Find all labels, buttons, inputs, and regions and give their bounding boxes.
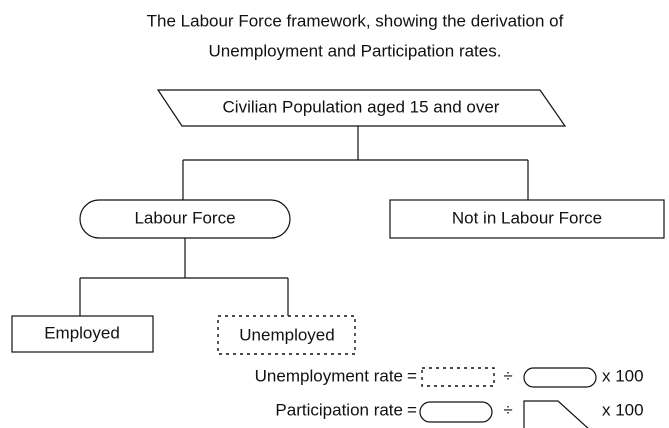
formula-divide: ÷ — [503, 366, 512, 385]
node-label: Labour Force — [134, 208, 235, 227]
formula-label: Participation rate — [275, 400, 403, 419]
title-line: The Labour Force framework, showing the … — [147, 11, 564, 30]
formula-equals: = — [407, 366, 417, 385]
connector — [79, 238, 289, 316]
title-line: Unemployment and Participation rates. — [209, 41, 502, 60]
unemployed-node — [217, 315, 356, 355]
formula-equals: = — [407, 400, 417, 419]
connector — [182, 126, 529, 200]
formula-label: Unemployment rate — [255, 366, 403, 385]
labour-force-symbol — [419, 401, 493, 423]
labour-force-node — [79, 199, 291, 239]
connectors — [79, 126, 529, 316]
node-label: Employed — [44, 323, 120, 342]
node-label: Unemployed — [239, 325, 334, 344]
employed-node — [11, 315, 154, 353]
node-label: Civilian Population aged 15 and over — [223, 97, 500, 116]
not-in-labour-force-node — [389, 199, 665, 239]
formula-divide: ÷ — [503, 400, 512, 419]
formula-multiply: x 100 — [602, 400, 644, 419]
population-symbol — [523, 400, 589, 428]
formula-multiply: x 100 — [602, 366, 644, 385]
node-label: Not in Labour Force — [452, 208, 602, 227]
population-node — [156, 89, 567, 127]
unemployed-symbol — [421, 367, 495, 387]
labour-force-symbol — [523, 367, 597, 388]
